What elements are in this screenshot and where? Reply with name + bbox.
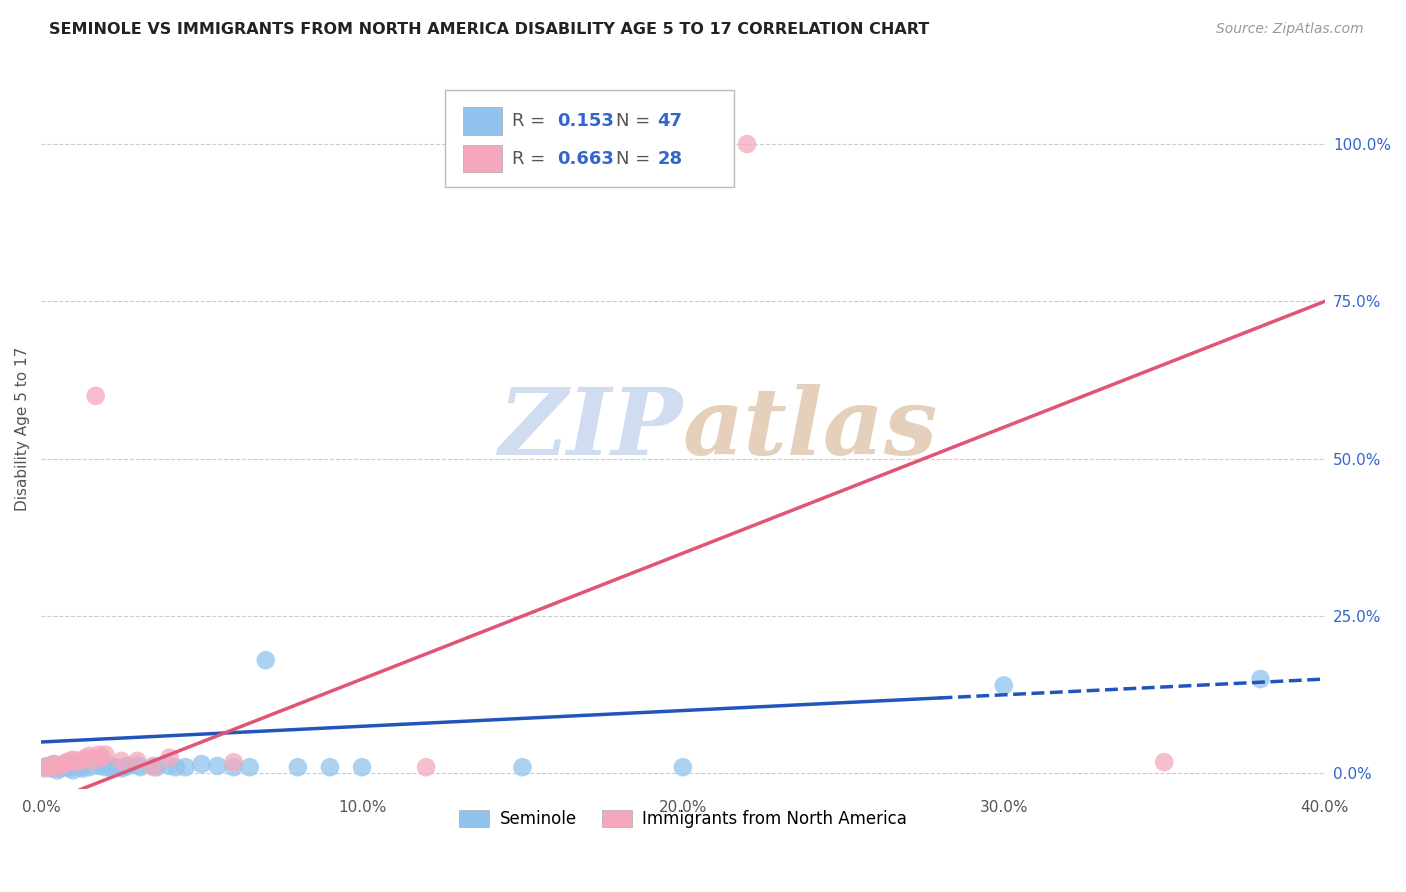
Point <box>49 761 72 775</box>
Y-axis label: Disability Age 5 to 17: Disability Age 5 to 17 <box>15 347 30 511</box>
Point <box>91 757 114 772</box>
Point <box>415 760 437 774</box>
Point <box>222 760 245 774</box>
Text: ZIP: ZIP <box>499 384 683 474</box>
Point <box>39 761 62 775</box>
FancyBboxPatch shape <box>446 90 734 187</box>
Legend: Seminole, Immigrants from North America: Seminole, Immigrants from North America <box>453 804 912 835</box>
Point <box>55 755 77 769</box>
Point <box>239 760 262 774</box>
Point <box>46 764 69 778</box>
Point <box>59 761 82 775</box>
Point <box>69 754 91 768</box>
Point <box>94 760 117 774</box>
Point <box>672 760 695 774</box>
Point <box>82 754 104 768</box>
Point <box>735 136 758 151</box>
Point <box>65 755 87 769</box>
Point <box>117 759 139 773</box>
FancyBboxPatch shape <box>464 145 502 172</box>
Text: N =: N = <box>616 112 657 130</box>
Point <box>190 757 212 772</box>
Point <box>129 760 152 774</box>
Point <box>87 759 110 773</box>
Point <box>62 764 84 778</box>
Point <box>34 760 56 774</box>
Text: Source: ZipAtlas.com: Source: ZipAtlas.com <box>1216 22 1364 37</box>
Point <box>72 753 94 767</box>
Text: N =: N = <box>616 150 657 168</box>
Point <box>1153 755 1175 769</box>
Text: atlas: atlas <box>683 384 938 474</box>
Point <box>222 755 245 769</box>
Point <box>91 750 114 764</box>
Point <box>512 760 534 774</box>
Text: SEMINOLE VS IMMIGRANTS FROM NORTH AMERICA DISABILITY AGE 5 TO 17 CORRELATION CHA: SEMINOLE VS IMMIGRANTS FROM NORTH AMERIC… <box>49 22 929 37</box>
Point <box>42 757 65 772</box>
Text: 47: 47 <box>657 112 682 130</box>
Point <box>75 754 97 768</box>
Point <box>287 760 309 774</box>
Text: 0.153: 0.153 <box>557 112 614 130</box>
Point <box>37 759 59 773</box>
Point <box>207 759 229 773</box>
Point <box>37 760 59 774</box>
Point <box>142 759 165 773</box>
Point <box>39 759 62 773</box>
Point <box>145 760 167 774</box>
Text: R =: R = <box>512 150 551 168</box>
Point <box>254 653 277 667</box>
Point <box>52 757 75 772</box>
Point <box>62 757 84 772</box>
Point <box>59 754 82 768</box>
Point <box>75 750 97 764</box>
Point <box>1250 672 1272 686</box>
Point <box>100 761 122 775</box>
Point <box>94 747 117 762</box>
Point <box>165 760 187 774</box>
Point <box>142 760 165 774</box>
Point <box>52 759 75 773</box>
Point <box>34 761 56 775</box>
Point <box>104 760 127 774</box>
Text: R =: R = <box>512 112 551 130</box>
Point <box>174 760 197 774</box>
Point <box>55 760 77 774</box>
Point <box>127 758 149 772</box>
Point <box>87 747 110 762</box>
Point <box>82 754 104 768</box>
Text: 28: 28 <box>657 150 682 168</box>
Point <box>97 758 120 772</box>
Point <box>46 760 69 774</box>
Point <box>77 760 100 774</box>
Point <box>993 678 1015 692</box>
Point <box>49 758 72 772</box>
Point <box>319 760 342 774</box>
Point <box>72 761 94 775</box>
Point <box>159 750 181 764</box>
Text: 0.663: 0.663 <box>557 150 614 168</box>
Point <box>114 760 136 774</box>
Point <box>62 753 84 767</box>
FancyBboxPatch shape <box>464 107 502 135</box>
Point <box>159 759 181 773</box>
Point <box>127 754 149 768</box>
Point <box>77 748 100 763</box>
Point <box>84 753 107 767</box>
Point <box>110 754 132 768</box>
Point <box>69 760 91 774</box>
Point <box>110 761 132 775</box>
Point <box>65 759 87 773</box>
Point <box>350 760 373 774</box>
Point <box>46 760 69 774</box>
Point <box>42 757 65 772</box>
Point <box>84 389 107 403</box>
